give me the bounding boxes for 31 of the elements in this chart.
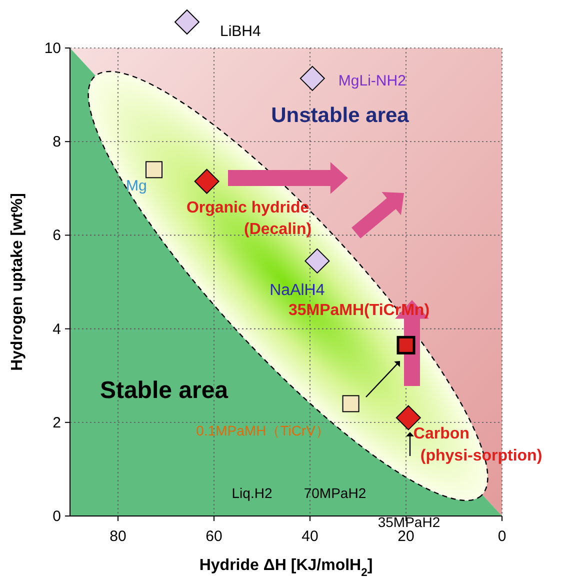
- x-tick-label: 40: [302, 528, 318, 545]
- x-tick-label: 0: [498, 528, 506, 545]
- point: [304, 248, 330, 274]
- x-tick-label: 20: [398, 528, 414, 545]
- annotation: Unstable area: [271, 104, 410, 127]
- annotation: Organic hydride (Decalin): [186, 199, 312, 238]
- annotation: Liq.H2: [232, 485, 272, 501]
- y-tick-label: 0: [52, 508, 61, 525]
- text: LiBH4: [220, 23, 261, 40]
- point: [194, 168, 220, 194]
- annotation: 0.1MPaMH（TiCrV）: [196, 422, 330, 439]
- y-tick-label: 6: [52, 227, 61, 244]
- point: [342, 395, 360, 412]
- point: [300, 66, 325, 91]
- y-tick-label: 8: [52, 134, 61, 151]
- x-axis-title: Hydride ΔH [KJ/molH$_{2}$]: [199, 557, 373, 577]
- y-tick-label: 2: [52, 414, 61, 432]
- y-tick-label: 4: [52, 320, 61, 338]
- annotation: 35MPaH2: [378, 514, 440, 530]
- annotation: Stable area: [100, 377, 229, 404]
- point: [146, 161, 162, 178]
- annotation: 70MPaH2: [304, 485, 366, 501]
- point: [396, 336, 416, 354]
- x-tick-label: 60: [206, 528, 222, 545]
- annotation: NaAlH4: [270, 282, 325, 299]
- x-tick-label: 80: [110, 528, 126, 545]
- y-axis-title: Hydrogen uptake [wt%]: [9, 193, 26, 371]
- annotation: Carbon (physi-sorption): [413, 426, 542, 464]
- y-tick-label: 10: [44, 40, 61, 57]
- annotation: MgLi-NH2: [338, 72, 406, 90]
- annotation: Mg: [126, 178, 147, 195]
